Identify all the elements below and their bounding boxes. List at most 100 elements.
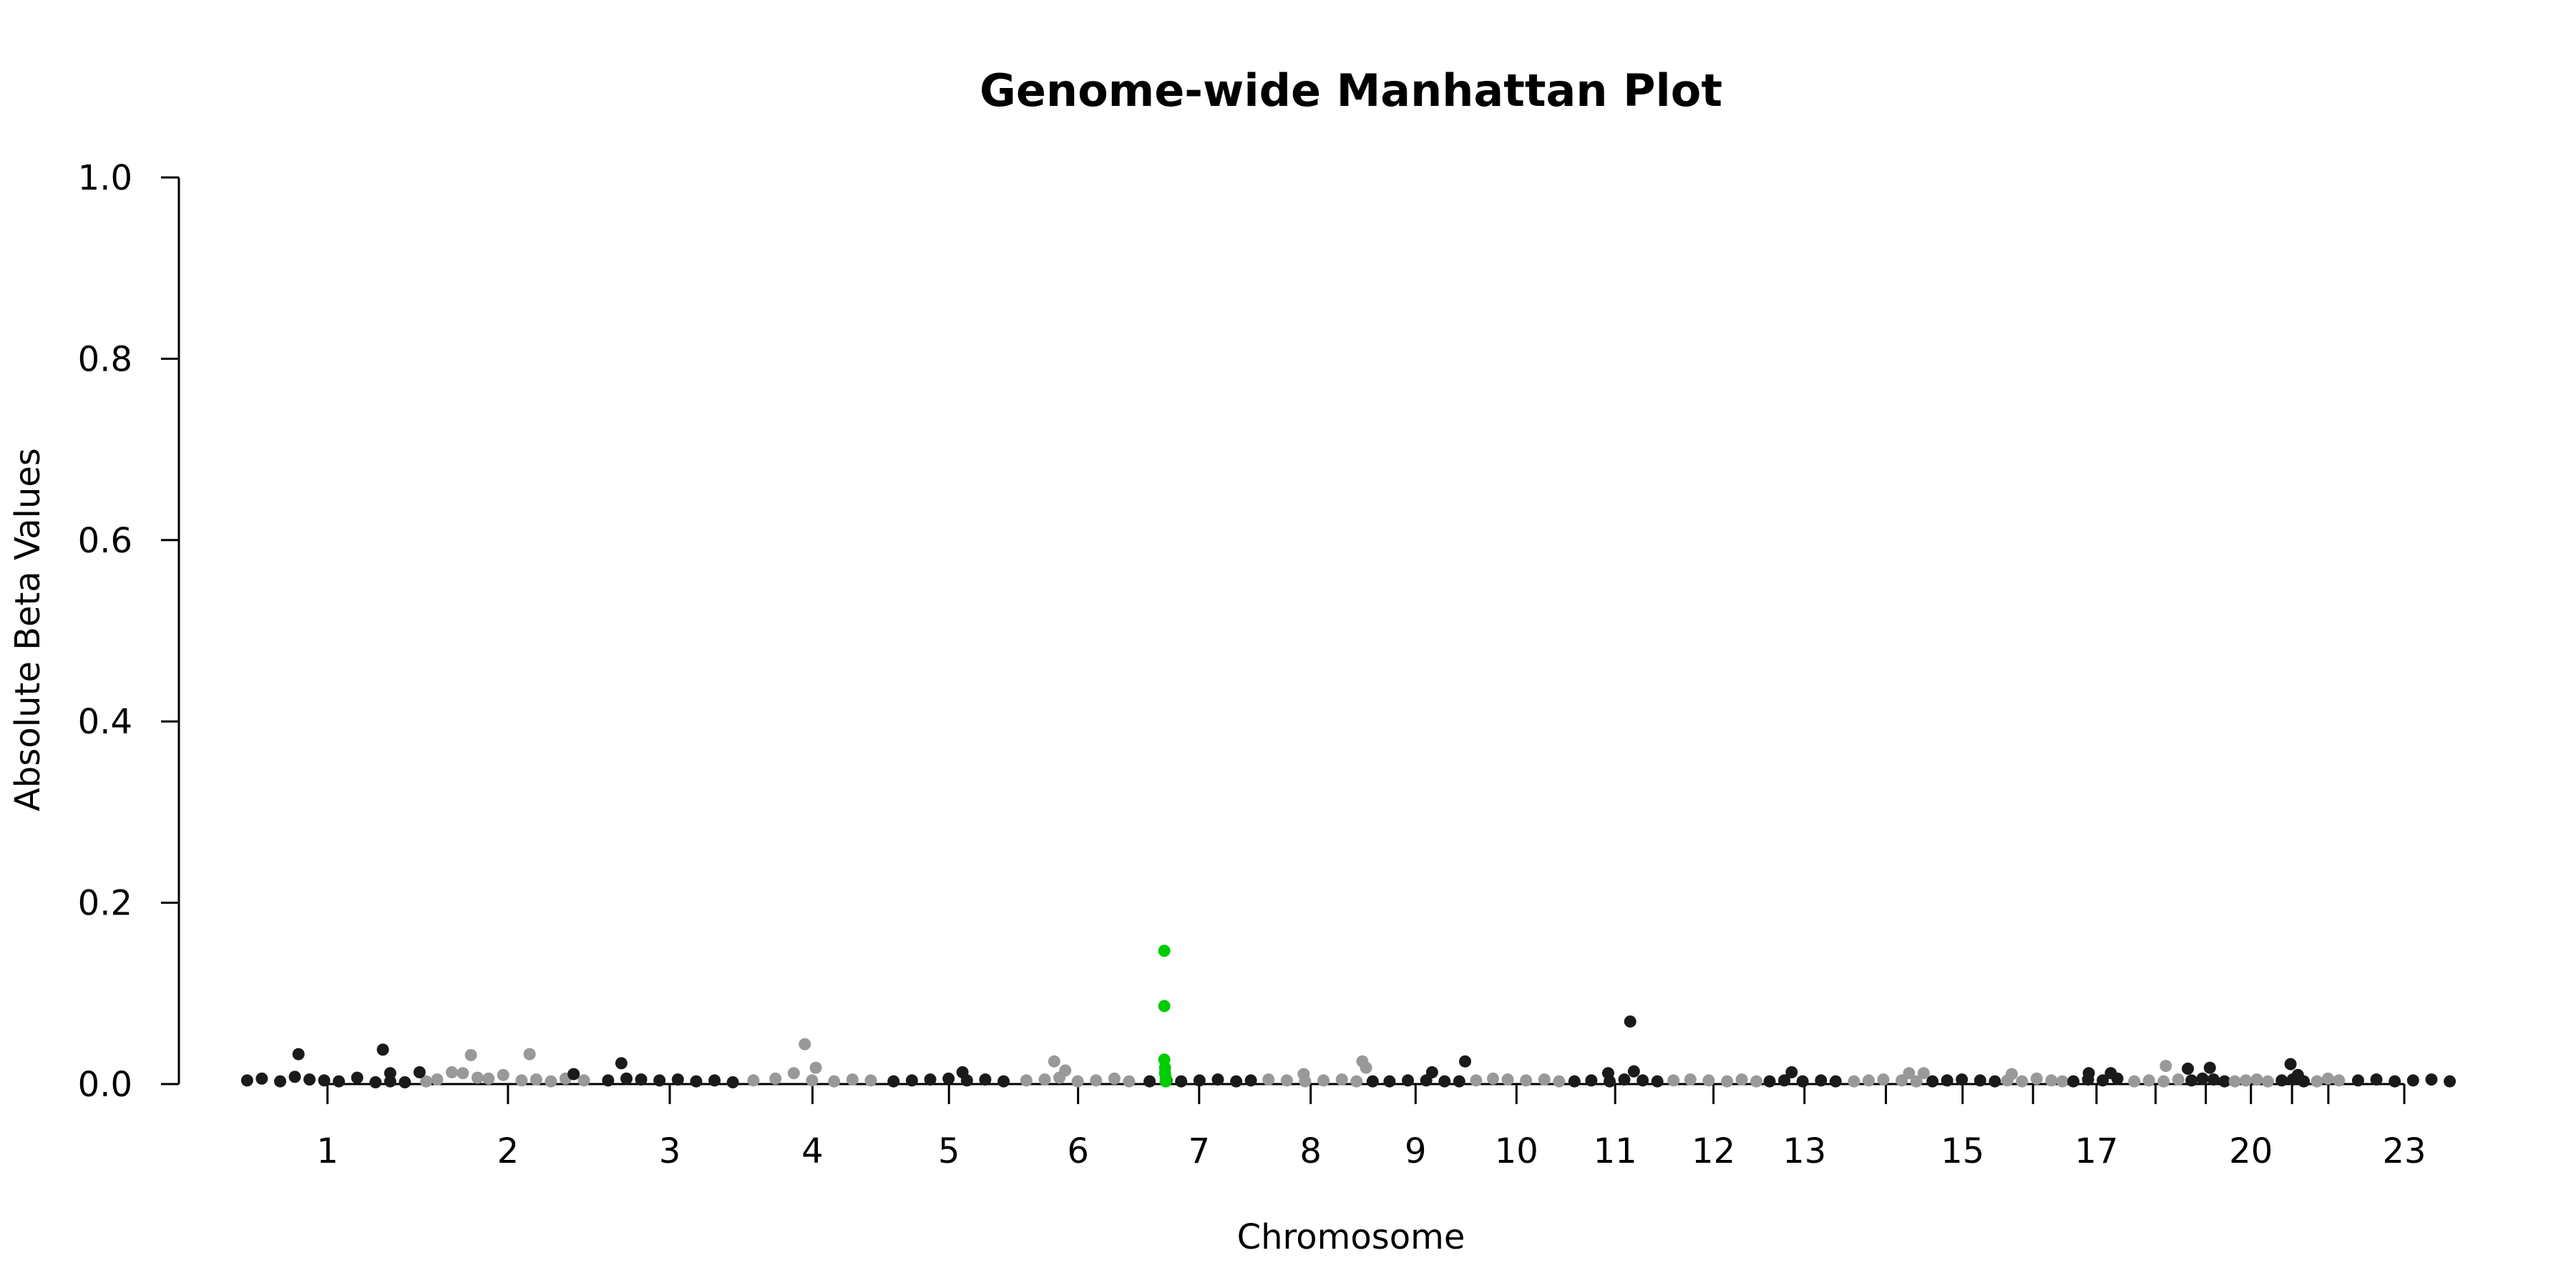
data-point (1763, 1075, 1776, 1088)
data-point (1335, 1073, 1348, 1086)
data-point (376, 1043, 389, 1056)
y-axis-label: Absolute Beta Values (8, 448, 48, 811)
x-tick-label: 2 (497, 1131, 519, 1171)
data-point (1636, 1074, 1649, 1087)
data-point (942, 1072, 955, 1085)
data-point (1735, 1073, 1748, 1086)
data-points (240, 945, 2457, 1088)
data-point (2333, 1074, 2346, 1087)
data-point (2389, 1075, 2401, 1088)
data-point (567, 1068, 580, 1080)
data-point (369, 1075, 382, 1088)
data-point (530, 1073, 542, 1086)
data-point (1941, 1074, 1953, 1087)
data-point (2045, 1074, 2058, 1087)
data-point (240, 1074, 253, 1087)
data-point (602, 1074, 615, 1087)
data-point (2016, 1075, 2029, 1088)
data-point (1910, 1075, 1923, 1088)
data-point (1829, 1075, 1842, 1088)
data-point (1350, 1075, 1363, 1088)
x-tick-label: 9 (1405, 1131, 1427, 1171)
data-point (1193, 1074, 1206, 1087)
data-point (1750, 1075, 1763, 1088)
data-point (747, 1074, 760, 1087)
data-point (2030, 1072, 2043, 1085)
x-tick-label: 8 (1299, 1131, 1322, 1171)
data-point (1143, 1075, 1156, 1088)
data-point (457, 1067, 469, 1080)
y-tick-label: 1.0 (78, 158, 132, 198)
data-point (288, 1070, 301, 1083)
y-tick-label: 0.8 (78, 339, 132, 379)
data-point (523, 1048, 536, 1060)
data-point (1048, 1055, 1060, 1068)
data-point (2425, 1073, 2438, 1086)
x-tick-label: 23 (2382, 1131, 2426, 1171)
x-axis-label: Chromosome (1237, 1217, 1465, 1257)
data-point (497, 1068, 509, 1081)
data-point (1848, 1075, 1860, 1088)
data-point (2275, 1074, 2288, 1087)
x-tick-label: 4 (801, 1131, 824, 1171)
x-tick-label: 15 (1941, 1131, 1984, 1171)
data-point (2250, 1073, 2263, 1086)
data-point (1123, 1075, 1136, 1088)
data-point (1651, 1075, 1664, 1088)
data-point (2157, 1075, 2170, 1088)
data-point (809, 1061, 822, 1074)
data-point (2005, 1068, 2018, 1080)
data-point (2082, 1067, 2095, 1080)
data-point (1425, 1066, 1438, 1079)
data-point (1486, 1072, 1499, 1085)
data-point (2291, 1068, 2304, 1081)
data-point (399, 1075, 411, 1088)
data-point (2160, 1060, 2172, 1073)
data-point (1796, 1075, 1809, 1088)
x-tick-label: 12 (1692, 1131, 1735, 1171)
data-point (545, 1075, 557, 1088)
data-point (2321, 1072, 2334, 1085)
data-point (1568, 1075, 1581, 1088)
data-point (2203, 1061, 2216, 1074)
data-point (905, 1074, 918, 1087)
data-point (1974, 1074, 1986, 1087)
data-point (1778, 1074, 1791, 1087)
data-point (1438, 1075, 1451, 1088)
x-axis: 1 2 3 4 5 6 7 8 9 10 11 12 13 15 17 20 23 (316, 1083, 2426, 1171)
data-point (1538, 1073, 1551, 1086)
data-point (1071, 1075, 1084, 1088)
data-point (2056, 1075, 2069, 1088)
data-point (1667, 1074, 1680, 1087)
data-point (1684, 1073, 1697, 1086)
data-point (420, 1075, 433, 1088)
data-point (1917, 1067, 1930, 1080)
x-tick-label: 7 (1189, 1131, 1211, 1171)
y-tick-label: 0.2 (78, 884, 132, 924)
data-point (1520, 1074, 1533, 1087)
x-tick-label: 13 (1782, 1131, 1826, 1171)
data-point (1108, 1072, 1121, 1085)
data-point (1366, 1075, 1379, 1088)
data-point (1624, 1015, 1636, 1028)
data-point (653, 1074, 666, 1087)
data-point (2182, 1062, 2195, 1075)
data-point (799, 1038, 811, 1050)
data-point (471, 1071, 484, 1084)
data-point (1553, 1075, 1566, 1088)
data-point (255, 1072, 268, 1085)
data-point (2284, 1058, 2297, 1070)
data-point (1383, 1075, 1396, 1088)
data-point (615, 1057, 628, 1070)
data-point (1601, 1067, 1614, 1080)
data-point (1618, 1073, 1631, 1086)
data-point (979, 1073, 992, 1086)
data-point (274, 1075, 287, 1088)
data-point (1280, 1074, 1293, 1087)
data-point (1230, 1075, 1243, 1088)
data-point (2370, 1073, 2383, 1086)
data-point (2228, 1075, 2241, 1088)
data-point (1211, 1073, 1224, 1086)
data-point (846, 1073, 859, 1086)
